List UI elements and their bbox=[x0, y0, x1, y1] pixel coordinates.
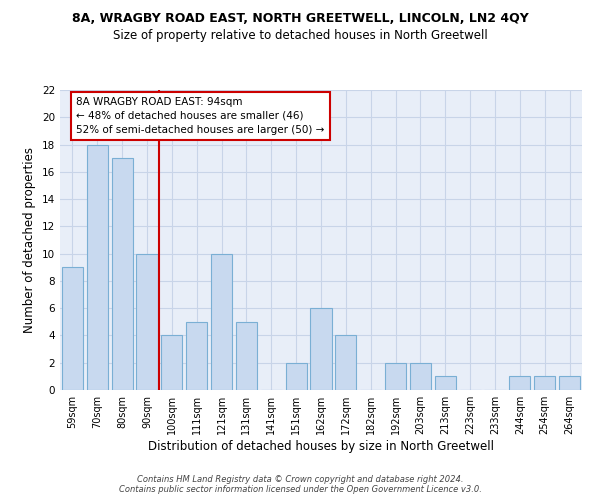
Text: 8A WRAGBY ROAD EAST: 94sqm
← 48% of detached houses are smaller (46)
52% of semi: 8A WRAGBY ROAD EAST: 94sqm ← 48% of deta… bbox=[76, 97, 325, 135]
Bar bbox=[509, 376, 530, 390]
Bar bbox=[286, 362, 307, 390]
Bar bbox=[559, 376, 580, 390]
Bar bbox=[62, 268, 83, 390]
Bar bbox=[136, 254, 158, 390]
Bar bbox=[112, 158, 133, 390]
X-axis label: Distribution of detached houses by size in North Greetwell: Distribution of detached houses by size … bbox=[148, 440, 494, 453]
Text: Contains HM Land Registry data © Crown copyright and database right 2024.
Contai: Contains HM Land Registry data © Crown c… bbox=[119, 474, 481, 494]
Bar bbox=[211, 254, 232, 390]
Bar bbox=[310, 308, 332, 390]
Bar bbox=[534, 376, 555, 390]
Text: 8A, WRAGBY ROAD EAST, NORTH GREETWELL, LINCOLN, LN2 4QY: 8A, WRAGBY ROAD EAST, NORTH GREETWELL, L… bbox=[71, 12, 529, 26]
Bar bbox=[385, 362, 406, 390]
Bar bbox=[335, 336, 356, 390]
Bar bbox=[186, 322, 207, 390]
Bar bbox=[161, 336, 182, 390]
Bar bbox=[410, 362, 431, 390]
Text: Size of property relative to detached houses in North Greetwell: Size of property relative to detached ho… bbox=[113, 29, 487, 42]
Bar bbox=[236, 322, 257, 390]
Bar bbox=[87, 144, 108, 390]
Bar bbox=[435, 376, 456, 390]
Y-axis label: Number of detached properties: Number of detached properties bbox=[23, 147, 37, 333]
